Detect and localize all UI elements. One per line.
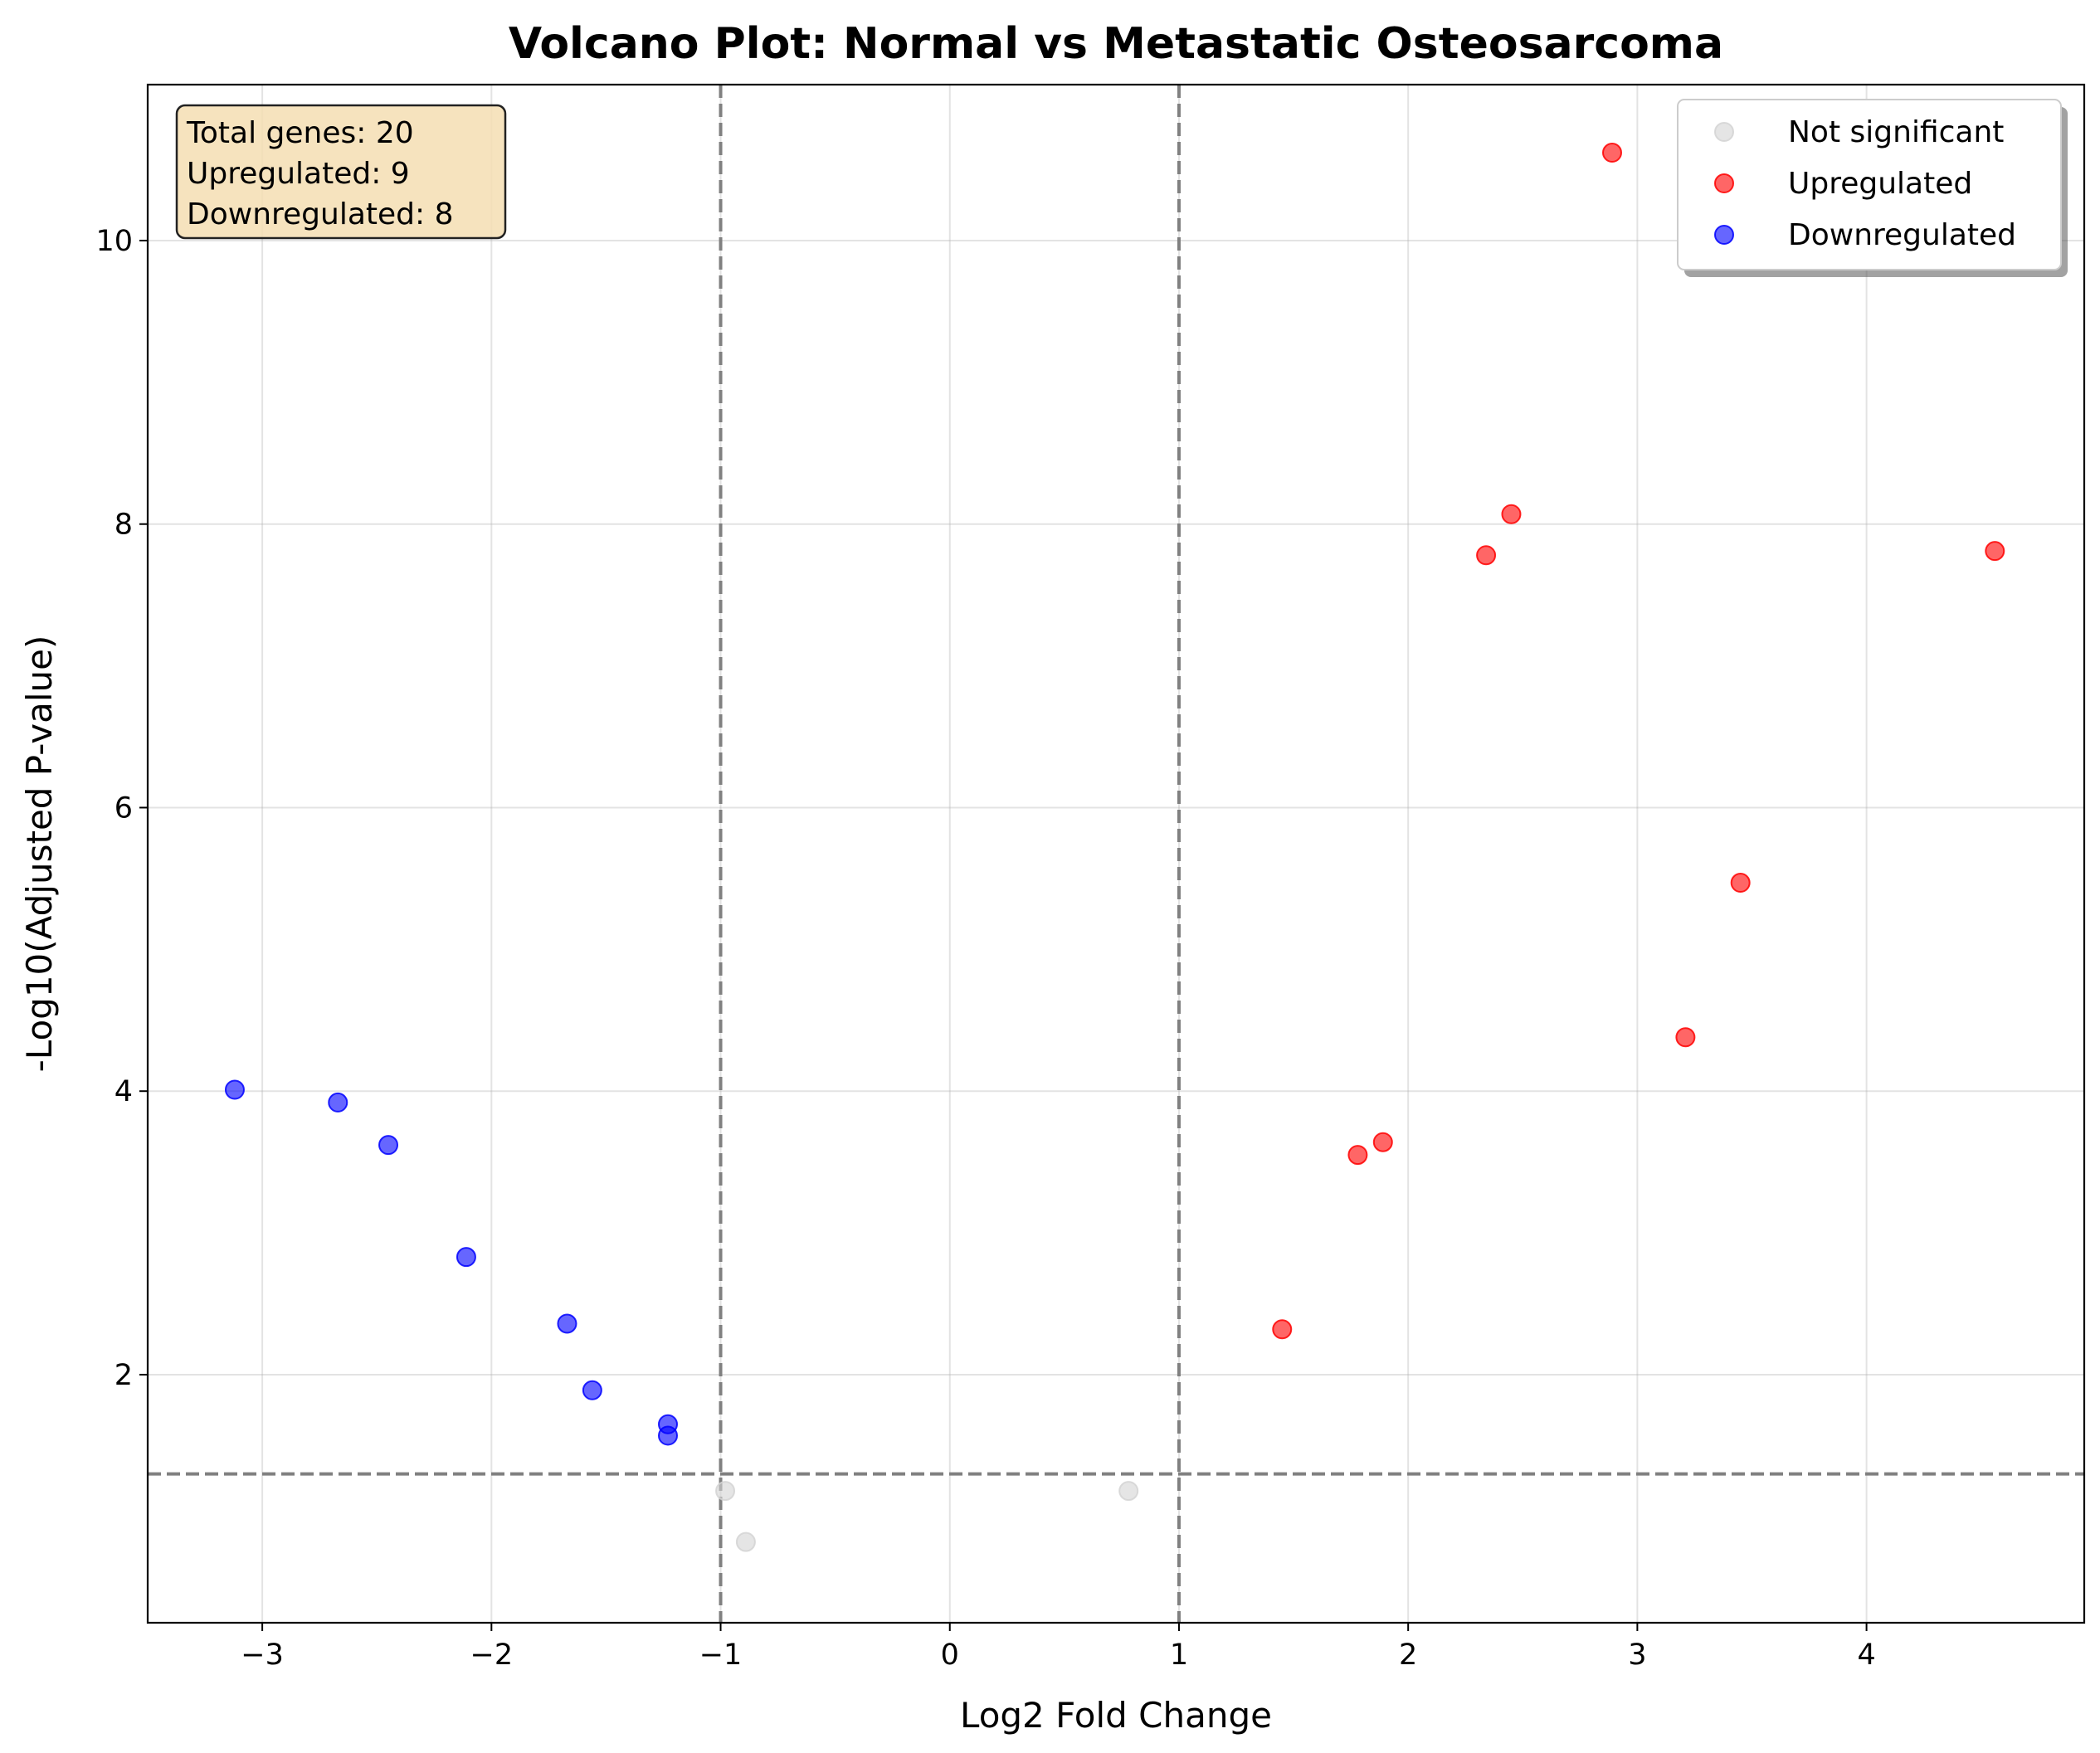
upregulated-point — [1347, 1145, 1368, 1166]
upregulated-point — [1372, 1132, 1393, 1152]
downregulated-point — [456, 1247, 476, 1268]
y-axis-label: -Log10(Adjusted P-value) — [19, 635, 60, 1073]
x-tick-label: 3 — [1628, 1639, 1646, 1672]
x-tick-label: 2 — [1399, 1639, 1417, 1672]
threshold-lines — [148, 85, 2084, 1623]
y-tick-label: 2 — [115, 1359, 133, 1392]
upregulated-point — [1730, 873, 1751, 894]
legend: Not significant Upregulated Downregulated — [1677, 99, 2068, 277]
stats-annotation-box: Total genes: 20 Upregulated: 9 Downregul… — [175, 104, 507, 240]
y-tick-label: 10 — [95, 225, 133, 258]
x-tick-label: −2 — [470, 1639, 514, 1672]
x-tick-label: −1 — [699, 1639, 743, 1672]
y-axis-ticks: 2 4 6 8 10 — [95, 225, 148, 1392]
x-tick-label: 1 — [1170, 1639, 1188, 1672]
x-tick-label: 0 — [941, 1639, 959, 1672]
not-significant-point — [1118, 1481, 1139, 1502]
plot-frame — [146, 83, 2086, 1624]
downregulated-point — [328, 1092, 348, 1113]
upregulated-point — [1675, 1027, 1696, 1048]
chart-title: Volcano Plot: Normal vs Metastatic Osteo… — [509, 19, 1723, 69]
stats-box-background — [175, 104, 507, 240]
y-tick-label: 8 — [115, 509, 133, 542]
y-tick-label: 4 — [115, 1075, 133, 1108]
downregulated-point — [582, 1380, 602, 1400]
legend-label-upregulated: Upregulated — [1788, 167, 1972, 201]
upregulated-point — [1501, 504, 1522, 524]
stats-upregulated: Upregulated: 9 — [187, 157, 410, 191]
downregulated-point — [557, 1313, 577, 1334]
stats-total-genes: Total genes: 20 — [186, 116, 414, 150]
x-tick-label: 4 — [1857, 1639, 1875, 1672]
x-tick-label: −3 — [241, 1639, 284, 1672]
not-significant-point — [735, 1531, 756, 1552]
upregulated-point — [1602, 143, 1623, 163]
x-axis-ticks: −3 −2 −1 0 1 2 3 4 — [241, 1623, 1876, 1672]
stats-downregulated: Downregulated: 8 — [187, 197, 454, 231]
legend-label-not-significant: Not significant — [1788, 115, 2004, 149]
legend-items: Not significant Upregulated Downregulated — [1714, 115, 2016, 252]
legend-marker-not-significant — [1714, 122, 1734, 142]
legend-marker-downregulated — [1714, 225, 1734, 245]
legend-label-downregulated: Downregulated — [1788, 218, 2016, 252]
downregulated-point — [658, 1425, 679, 1446]
legend-marker-upregulated — [1714, 173, 1734, 193]
not-significant-point — [715, 1481, 736, 1502]
upregulated-point — [1272, 1319, 1293, 1340]
data-points — [224, 143, 2005, 1552]
upregulated-point — [1476, 545, 1497, 566]
upregulated-point — [1985, 541, 2005, 562]
legend-frame — [1677, 99, 2062, 270]
y-tick-label: 6 — [115, 791, 133, 825]
downregulated-point — [378, 1135, 399, 1156]
downregulated-point — [224, 1079, 245, 1100]
x-axis-label: Log2 Fold Change — [960, 1695, 1272, 1736]
